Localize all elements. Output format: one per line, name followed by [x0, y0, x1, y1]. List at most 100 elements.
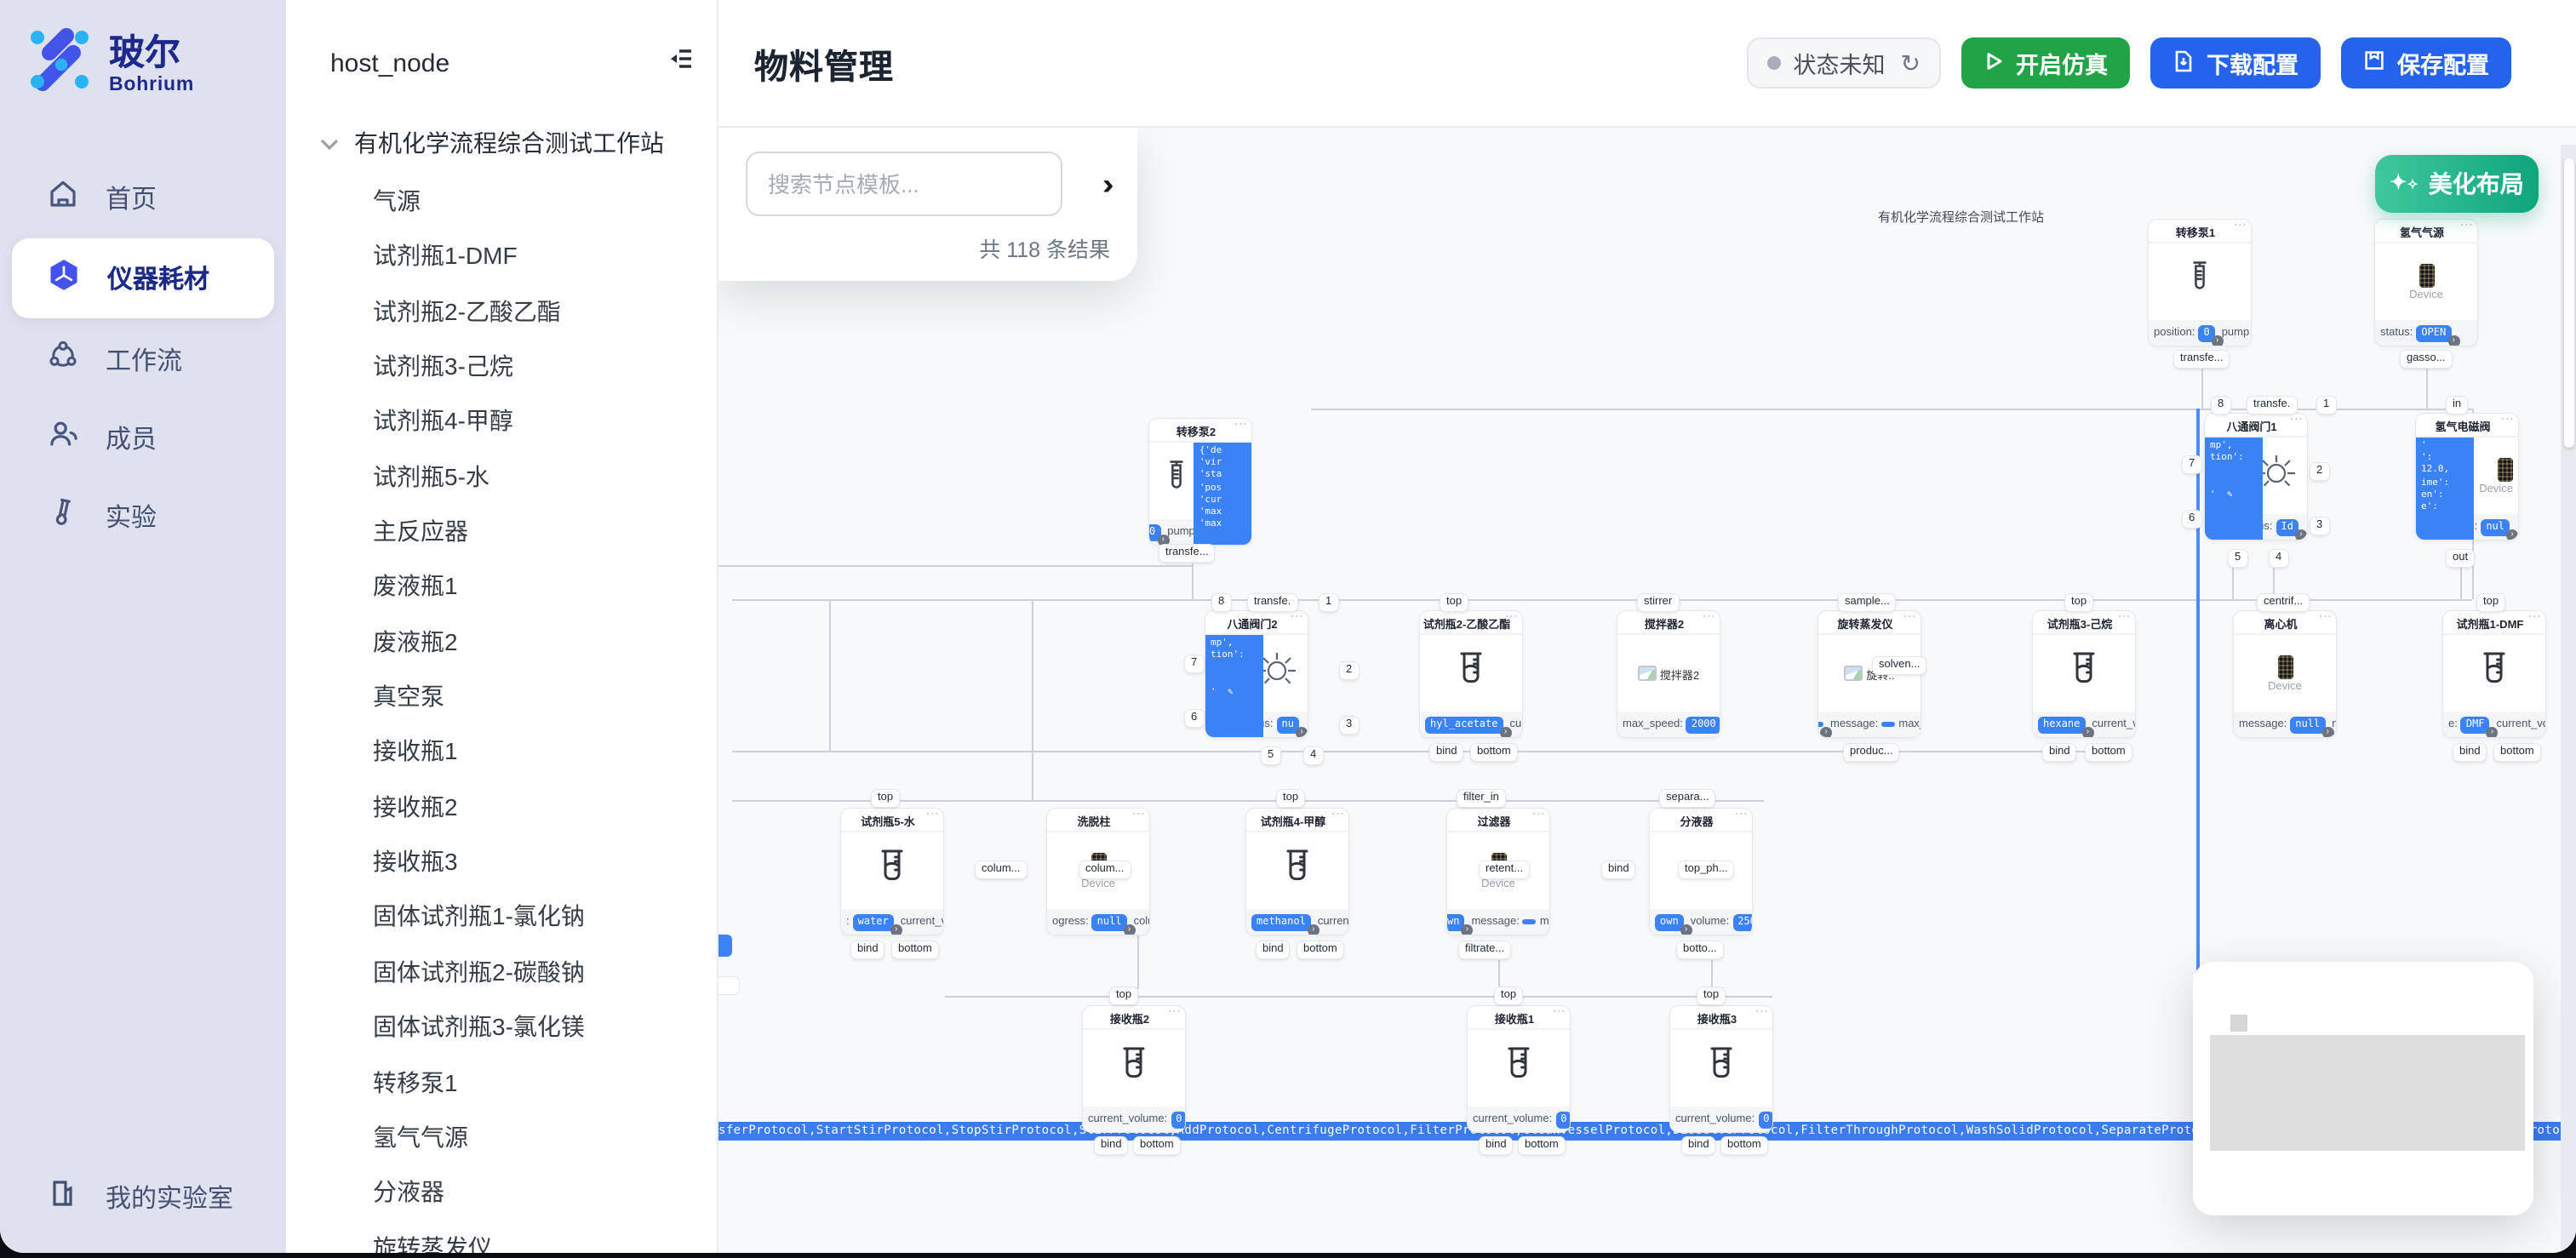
expand-handle-icon[interactable]: ›: [1296, 727, 1308, 737]
node-hydrogen-gas-source[interactable]: 氢气气源 ··· Device status: OPEN ›: [2375, 220, 2477, 346]
expand-handle-icon[interactable]: ›: [1123, 924, 1136, 935]
tree-item[interactable]: 真空泵: [373, 683, 444, 711]
more-menu-icon[interactable]: ···: [2118, 613, 2132, 623]
port-bind[interactable]: bind: [1430, 744, 1463, 761]
tree-item[interactable]: 氢气气源: [373, 1123, 468, 1151]
more-menu-icon[interactable]: ···: [1755, 1008, 1769, 1018]
more-menu-icon[interactable]: ···: [1735, 810, 1749, 821]
port-top[interactable]: top: [1697, 987, 1726, 1004]
more-menu-icon[interactable]: ···: [926, 810, 940, 821]
flow-canvas[interactable]: 有机化学流程综合测试工作站 sferProtocol,StartStirProt…: [718, 128, 2576, 1253]
expand-handle-icon[interactable]: ›: [2081, 727, 2094, 737]
port-bind[interactable]: bind: [2043, 744, 2076, 761]
sidebar-item-成员[interactable]: 成员: [0, 398, 286, 477]
download-config-button[interactable]: 下载配置: [2150, 37, 2321, 89]
port-bottom[interactable]: bottom: [892, 941, 938, 958]
port-bottom[interactable]: bottom: [2086, 744, 2132, 761]
port-7[interactable]: 7: [1185, 655, 1204, 672]
port-filter_in[interactable]: filter_in: [1457, 790, 1505, 807]
port-colum[interactable]: colum...: [976, 861, 1027, 878]
node-eight-way-valve-2[interactable]: 八通阀门2···status:nu›mp', tion': ' ✎: [1205, 611, 1308, 737]
node-receiver-bottle-1[interactable]: 接收瓶1··· current_volume:0›: [1468, 1006, 1570, 1132]
expand-handle-icon[interactable]: ›: [1461, 924, 1474, 935]
port-top[interactable]: top: [1495, 987, 1523, 1004]
tree-item[interactable]: 试剂瓶4-甲醇: [373, 407, 513, 435]
port-bottom[interactable]: bottom: [1721, 1137, 1767, 1154]
tree-item[interactable]: 接收瓶3: [373, 848, 458, 876]
node-rotary-evaporator[interactable]: 旋转蒸发仪···旋转.. ›message: max_: [1818, 611, 1921, 737]
port-5[interactable]: 5: [1262, 747, 1280, 764]
port-transfe[interactable]: transfe...: [1159, 545, 1215, 562]
port-top[interactable]: top: [1440, 594, 1468, 611]
refresh-icon[interactable]: ↻: [1900, 49, 1921, 76]
port-bottom[interactable]: bottom: [1471, 744, 1517, 761]
port-8[interactable]: 8: [2212, 397, 2230, 414]
expand-handle-icon[interactable]: ›: [1820, 727, 1832, 737]
node-receiver-bottle-2[interactable]: 接收瓶2··· current_volume:0›: [1083, 1006, 1185, 1132]
tree-item[interactable]: 试剂瓶1-DMF: [373, 242, 518, 270]
node-reagent-bottle-1-dmf[interactable]: 试剂瓶1-DMF··· e:DMF›current_vol: [2443, 611, 2545, 737]
port-4[interactable]: 4: [1304, 747, 1323, 764]
port-sample[interactable]: sample...: [1839, 594, 1896, 611]
port-solven[interactable]: solven...: [1873, 657, 1926, 674]
port-bind[interactable]: bind: [1480, 1137, 1513, 1154]
tree-item[interactable]: 主反应器: [373, 517, 468, 546]
port-top[interactable]: top: [2065, 594, 2093, 611]
tree-item[interactable]: 固体试剂瓶3-氯化镁: [373, 1013, 585, 1041]
beautify-layout-button[interactable]: ✦✧ 美化布局: [2375, 155, 2539, 213]
more-menu-icon[interactable]: ···: [1505, 613, 1519, 623]
port-bind[interactable]: bind: [1682, 1137, 1715, 1154]
save-config-button[interactable]: 保存配置: [2341, 37, 2511, 89]
tree-item[interactable]: 废液瓶2: [373, 627, 458, 655]
expand-handle-icon[interactable]: ›: [2211, 335, 2224, 346]
port-bottom[interactable]: bottom: [1519, 1137, 1565, 1154]
port-transfe[interactable]: transfe.: [1248, 594, 1297, 611]
port-bind[interactable]: bind: [1602, 861, 1635, 878]
port-top[interactable]: top: [2477, 594, 2505, 611]
port-1[interactable]: 1: [1319, 594, 1338, 611]
more-menu-icon[interactable]: ···: [2501, 415, 2515, 426]
node-reagent-bottle-2-ethyl-acetate[interactable]: 试剂瓶2-乙酸乙酯··· hyl_acetate›curre: [1420, 611, 1522, 737]
chevron-down-icon[interactable]: [320, 129, 339, 157]
start-simulation-button[interactable]: 开启仿真: [1961, 37, 2130, 89]
tree-item[interactable]: 试剂瓶3-己烷: [373, 352, 513, 380]
port-centrif[interactable]: centrif...: [2258, 594, 2310, 611]
tree-item[interactable]: 接收瓶2: [373, 792, 458, 821]
tree-root-workstation[interactable]: 有机化学流程综合测试工作站: [320, 126, 664, 160]
expand-handle-icon[interactable]: ›: [1568, 1122, 1570, 1132]
port-in[interactable]: in: [2447, 397, 2468, 414]
port-top_ph[interactable]: top_ph...: [1679, 861, 1734, 878]
more-menu-icon[interactable]: ···: [1132, 810, 1146, 821]
port-transfe[interactable]: transfe...: [2174, 351, 2230, 368]
more-menu-icon[interactable]: ···: [2460, 221, 2474, 232]
port-5[interactable]: 5: [2229, 550, 2247, 567]
port-top[interactable]: top: [1110, 987, 1138, 1004]
sidebar-item-仪器耗材[interactable]: 仪器耗材: [12, 238, 274, 318]
node-reagent-bottle-5-water[interactable]: 试剂瓶5-水 ···: water › current_v: [841, 809, 943, 935]
port-bottom[interactable]: bottom: [2494, 744, 2540, 761]
node-transfer-pump-1[interactable]: 转移泵1 ··· position: 0 › pump: [2149, 220, 2251, 346]
port-filtrate[interactable]: filtrate...: [1459, 941, 1511, 958]
port-4[interactable]: 4: [2270, 550, 2288, 567]
expand-handle-icon[interactable]: ›: [1499, 727, 1512, 737]
expand-handle-icon[interactable]: ›: [2506, 529, 2518, 540]
port-3[interactable]: 3: [2310, 517, 2329, 535]
more-menu-icon[interactable]: ···: [1234, 420, 1248, 431]
expand-handle-icon[interactable]: ›: [1183, 1122, 1185, 1132]
node-reagent-bottle-3-hexane[interactable]: 试剂瓶3-己烷 ··· hexane › current_v: [2033, 611, 2135, 737]
more-menu-icon[interactable]: ···: [1553, 1008, 1566, 1018]
scrollbar-thumb[interactable]: [2563, 158, 2573, 448]
port-6[interactable]: 6: [1185, 710, 1204, 727]
port-7[interactable]: 7: [2183, 456, 2201, 473]
port-gasso[interactable]: gasso...: [2401, 351, 2452, 368]
tree-item[interactable]: 固体试剂瓶1-氯化钠: [373, 902, 585, 930]
port-2[interactable]: 2: [1340, 662, 1359, 679]
node-filter[interactable]: 过滤器··· Device wn›message: ma: [1447, 809, 1549, 935]
expand-handle-icon[interactable]: ›: [2321, 727, 2334, 737]
port-out[interactable]: out: [2447, 550, 2475, 567]
port-retent[interactable]: retent...: [1480, 861, 1530, 878]
port-stirrer[interactable]: stirrer: [1638, 594, 1679, 611]
sidebar-item-工作流[interactable]: 工作流: [0, 320, 286, 398]
port-bind[interactable]: bind: [1095, 1137, 1128, 1154]
